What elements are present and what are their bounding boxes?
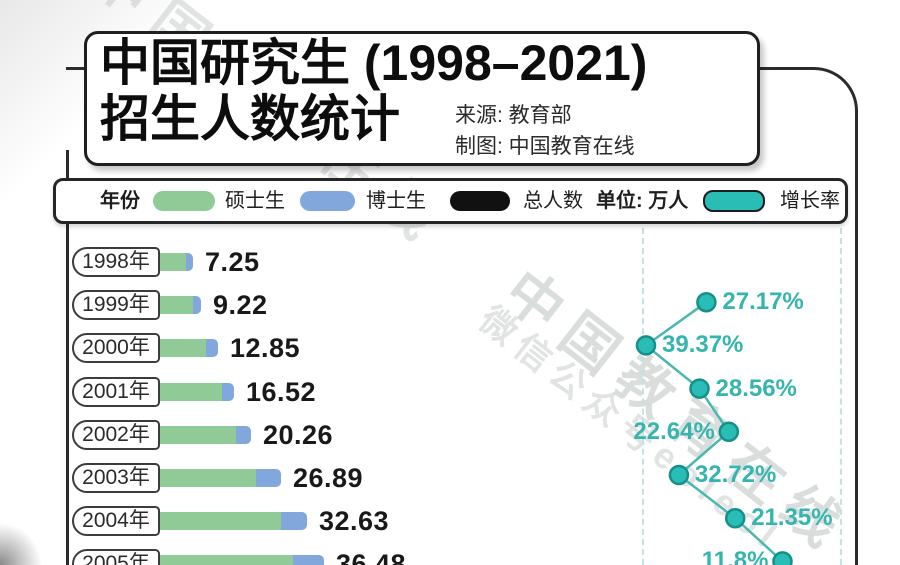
growth-axis-guide-left: [642, 228, 644, 565]
total-value-label: 26.89: [293, 463, 364, 493]
legend: 年份 硕士生 博士生 总人数 单位: 万人 增长率: [53, 178, 848, 224]
master-bar-segment: [160, 382, 222, 401]
legend-growth-swatch: [703, 190, 765, 212]
master-bar-segment: [160, 555, 293, 565]
content-frame-left-border: [66, 150, 69, 565]
doctor-bar-segment: [206, 339, 218, 358]
doctor-bar-segment: [236, 425, 251, 444]
legend-total-swatch: [450, 191, 510, 211]
title-meta: 来源: 教育部 制图: 中国教育在线: [455, 100, 635, 162]
year-pill: 2000年: [72, 333, 160, 364]
year-pill: 2001年: [72, 376, 160, 407]
master-bar-segment: [160, 339, 206, 358]
doctor-bar-segment: [193, 296, 201, 315]
legend-unit-label: 单位: 万人: [596, 190, 689, 212]
enrollment-bar: [160, 296, 201, 315]
growth-point: [724, 507, 746, 529]
enrollment-bar: [160, 555, 324, 565]
year-pill: 2003年: [72, 463, 160, 493]
total-value-label: 20.26: [263, 419, 334, 450]
source-label: 来源: 教育部: [455, 104, 572, 127]
growth-rate-label: 39.37%: [662, 331, 744, 359]
growth-axis-guide-right: [840, 228, 842, 565]
growth-rate-label: 21.35%: [751, 504, 833, 532]
total-value-label: 9.22: [213, 290, 268, 321]
doctor-bar-segment: [293, 555, 324, 565]
enrollment-bar: [160, 469, 281, 487]
enrollment-bar: [160, 425, 251, 444]
doctor-bar-segment: [256, 469, 281, 487]
doctor-bar-segment: [222, 382, 234, 401]
master-bar-segment: [160, 469, 256, 487]
enrollment-bar: [160, 253, 193, 271]
growth-point: [668, 464, 690, 486]
legend-master-label: 硕士生: [225, 190, 285, 212]
total-value-label: 32.63: [319, 506, 390, 537]
title-card: 中国研究生 (1998–2021) 招生人数统计 来源: 教育部 制图: 中国教…: [84, 31, 760, 166]
enrollment-bar: [160, 382, 234, 401]
year-pill: 2002年: [72, 419, 160, 450]
year-pill: 2004年: [72, 506, 160, 537]
master-bar-segment: [160, 425, 236, 444]
growth-point: [696, 291, 717, 313]
legend-master-swatch: [153, 191, 215, 211]
master-bar-segment: [160, 296, 193, 315]
total-value-label: 16.52: [246, 376, 317, 407]
legend-year-label: 年份: [100, 190, 140, 212]
page-title-line1: 中国研究生 (1998–2021): [100, 35, 648, 91]
growth-rate-label: 11.8%: [701, 547, 769, 565]
doctor-bar-segment: [281, 512, 307, 531]
doctor-bar-segment: [186, 253, 193, 271]
legend-growth-label: 增长率: [780, 190, 840, 212]
growth-rate-label: 27.17%: [722, 288, 804, 316]
legend-total-label: 总人数: [523, 190, 583, 212]
enrollment-bar: [160, 339, 218, 358]
enrollment-bar: [160, 512, 307, 531]
page-title-line2: 招生人数统计: [100, 91, 400, 147]
total-value-label: 36.48: [336, 549, 407, 565]
master-bar-segment: [160, 253, 186, 271]
growth-rate-label: 22.64%: [633, 417, 715, 445]
growth-rate-label: 32.72%: [694, 461, 777, 488]
growth-rate-label: 28.56%: [715, 374, 797, 402]
credit-label: 制图: 中国教育在线: [455, 135, 635, 158]
legend-doctor-swatch: [300, 191, 355, 211]
growth-point: [689, 378, 710, 399]
growth-point: [772, 551, 793, 565]
year-pill: 1998年: [72, 247, 160, 277]
growth-point: [718, 421, 740, 443]
total-value-label: 7.25: [205, 247, 260, 277]
master-bar-segment: [160, 512, 281, 531]
year-pill: 1999年: [72, 290, 160, 321]
year-pill: 2005年: [72, 549, 160, 565]
legend-doctor-label: 博士生: [366, 190, 426, 212]
growth-point: [635, 335, 657, 356]
total-value-label: 12.85: [230, 333, 301, 364]
